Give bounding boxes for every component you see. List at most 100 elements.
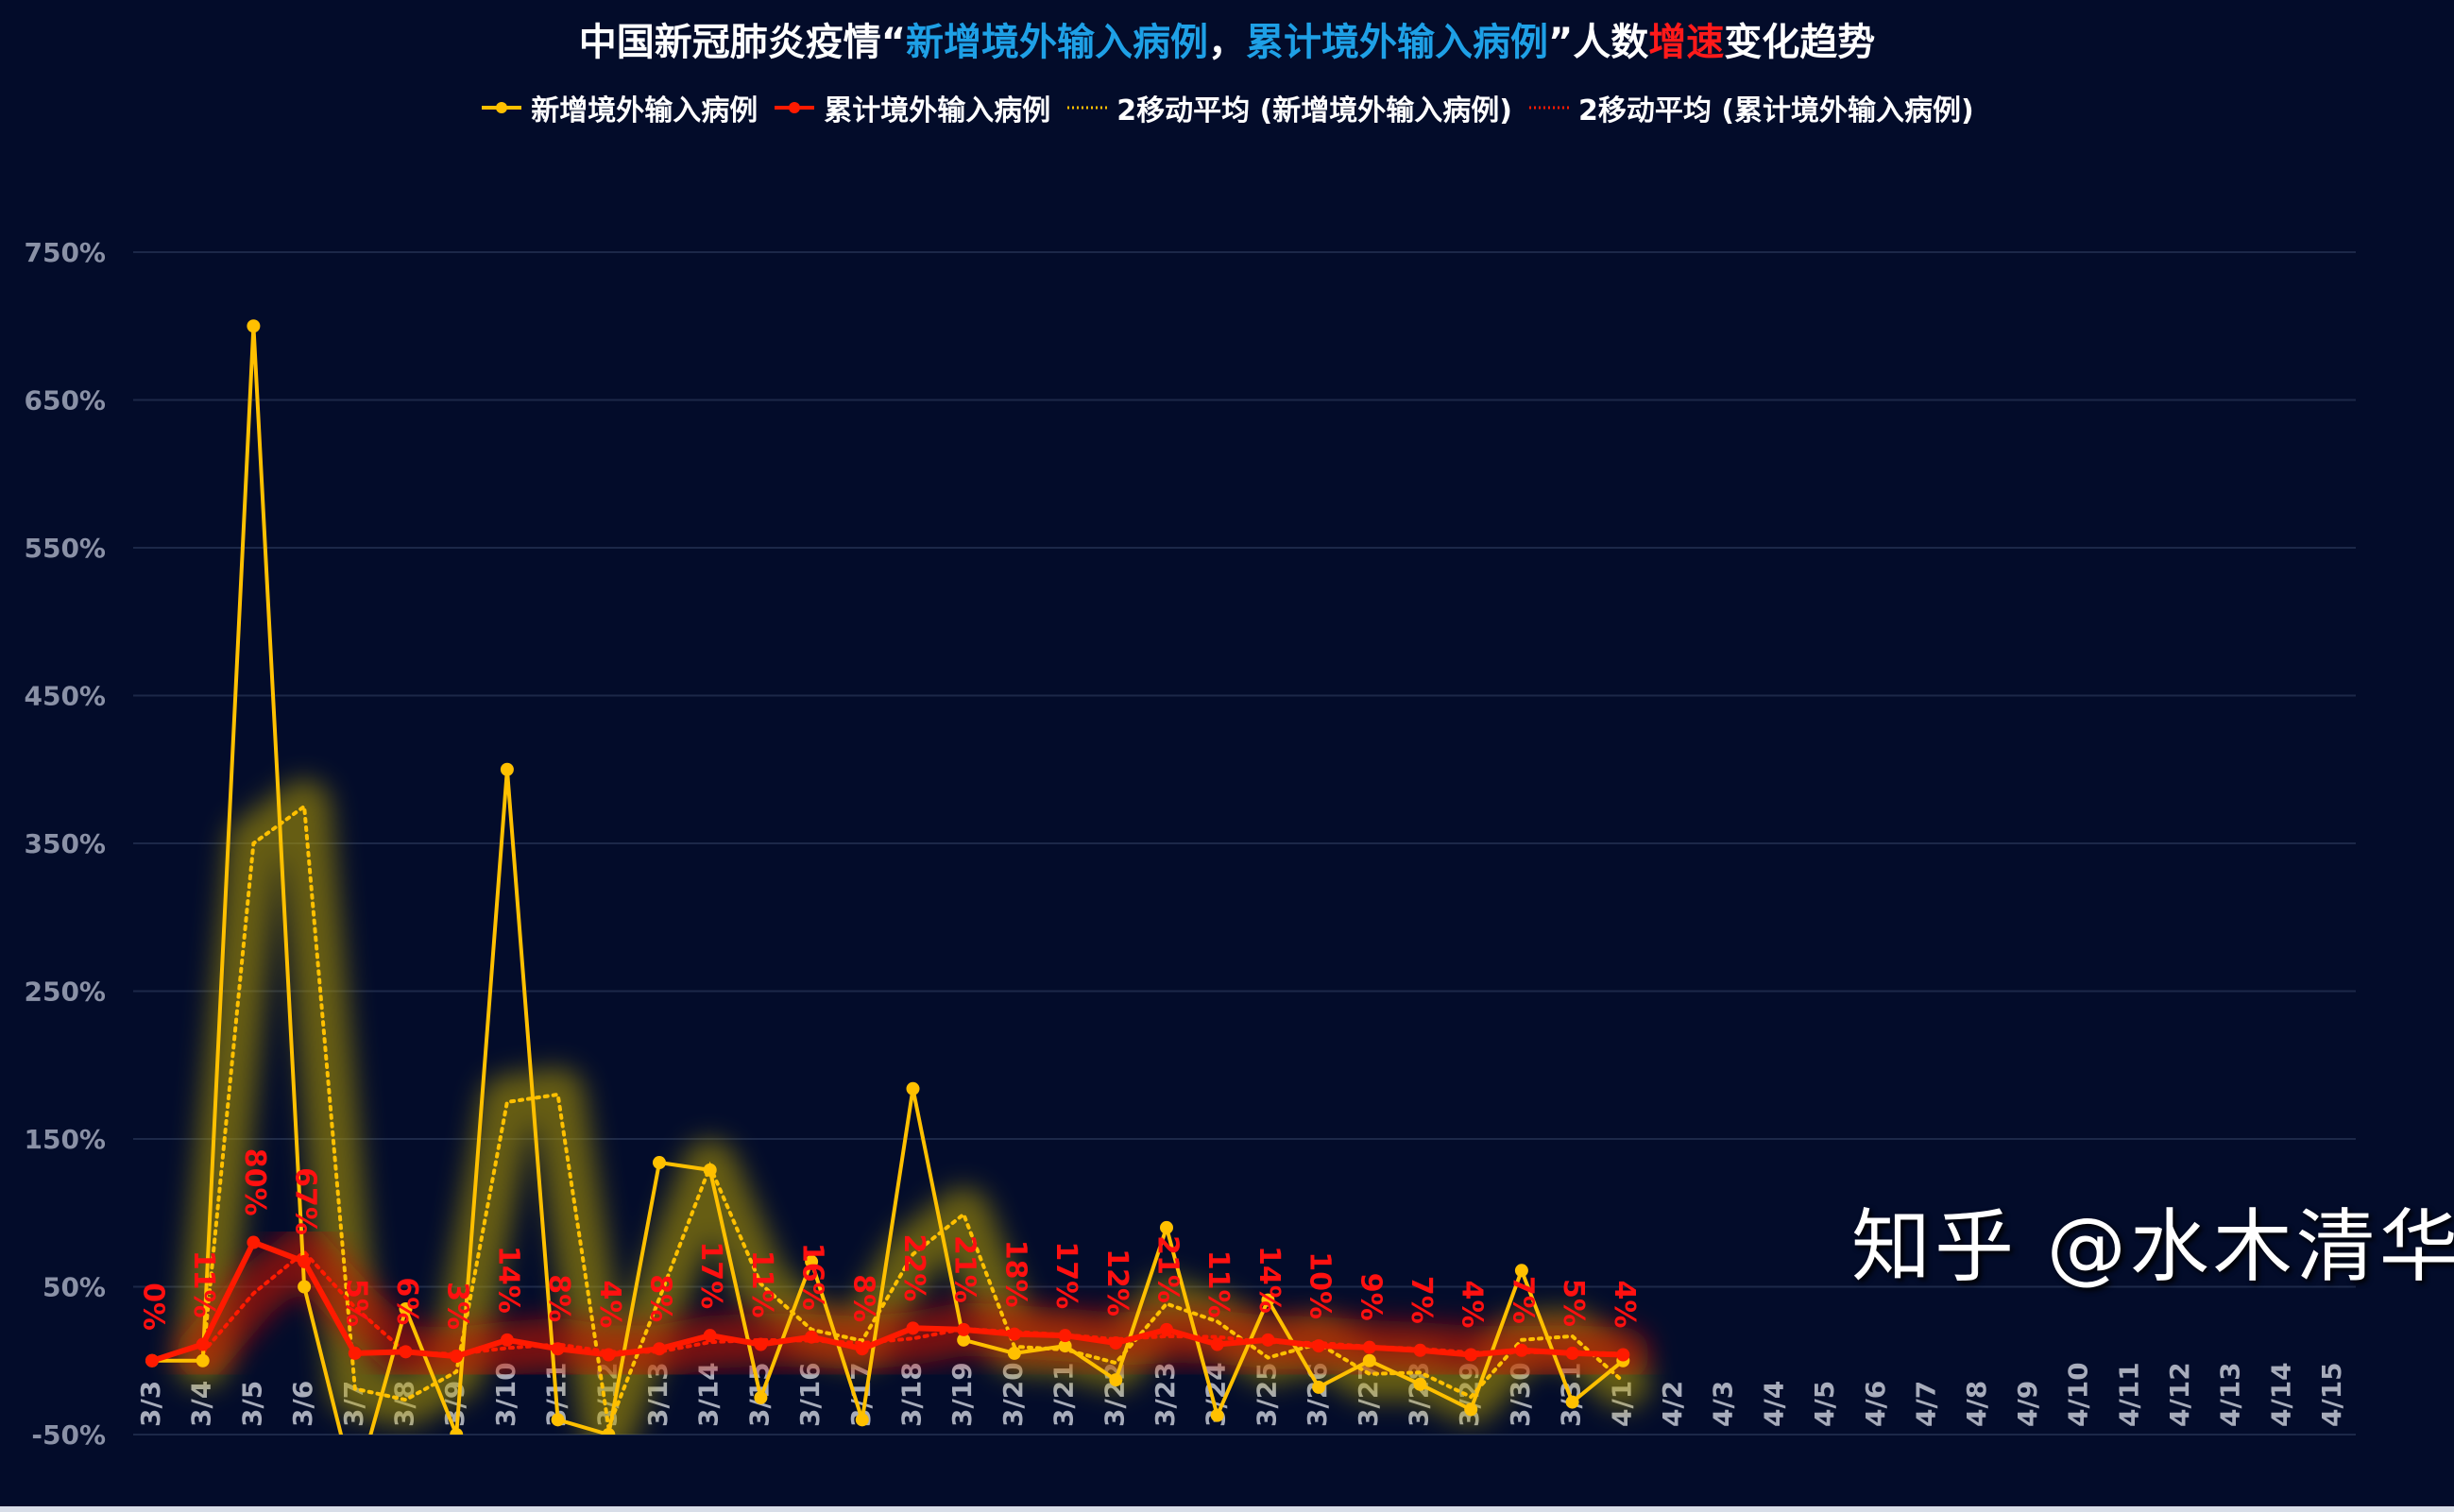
data-point [1058,1329,1072,1343]
data-point [196,1353,210,1368]
data-point [1514,1264,1528,1278]
x-tick-label: 4/8 [1961,1381,1992,1427]
y-tick-label: 550% [24,533,106,564]
x-tick-label: 3/16 [794,1362,826,1427]
data-label: 10% [1304,1251,1337,1319]
data-point [957,1333,971,1347]
data-point [855,1342,869,1356]
x-tick-label: 4/3 [1708,1381,1739,1427]
data-point [500,762,514,776]
data-point [399,1345,413,1359]
data-point [450,1350,464,1364]
data-point [1464,1402,1478,1417]
data-point [805,1254,819,1268]
y-tick-label: 50% [43,1272,106,1303]
data-label: 80% [238,1148,271,1216]
y-tick-label: 450% [24,681,106,712]
data-point [703,1329,717,1343]
data-label: 22% [897,1234,930,1302]
data-point [1413,1343,1427,1357]
x-tick-label: 4/14 [2265,1362,2296,1427]
x-tick-label: 4/15 [2316,1362,2347,1427]
data-point [500,1333,514,1347]
data-point [1160,1322,1173,1336]
x-tick-label: 4/12 [2164,1362,2195,1427]
x-tick-label: 3/14 [693,1362,724,1427]
data-point [551,1413,565,1427]
data-label: 17% [1049,1241,1082,1309]
x-tick-label: 4/6 [1860,1381,1891,1427]
data-point [1312,1339,1326,1353]
data-point [1261,1333,1275,1347]
y-tick-label: 650% [24,385,106,416]
data-point [1312,1380,1326,1394]
data-label: 11% [745,1250,778,1318]
dotted-line-icon [1067,106,1108,110]
data-point [1565,1346,1579,1360]
data-point [653,1342,666,1356]
data-point [754,1390,768,1404]
x-tick-label: 3/6 [287,1381,318,1427]
data-point [349,1484,362,1497]
title-part: 累计境外输入病例 [1246,21,1548,64]
data-point [247,1235,261,1249]
legend-label: 累计境外输入病例 [824,94,1051,127]
data-label: 21% [1151,1235,1184,1303]
data-label: 21% [948,1235,981,1303]
data-point [450,1428,464,1435]
legend-item: 2移动平均 (新增境外输入病例) [1065,87,1512,128]
data-point [1058,1339,1072,1353]
data-label: 8% [644,1274,677,1322]
data-point [906,1081,920,1096]
data-point [602,1348,616,1362]
data-point [754,1337,768,1351]
data-point [602,1428,616,1435]
watermark: 知乎 @水木清华 [1851,1200,2454,1293]
data-point [855,1413,869,1427]
data-label: 5% [1557,1279,1590,1327]
title-part: ”人数 [1548,21,1649,64]
data-point [1362,1353,1376,1368]
title-part: 增速 [1648,21,1725,64]
data-point [1007,1327,1021,1341]
data-point [957,1322,971,1336]
data-point [145,1353,159,1368]
data-point [1210,1337,1224,1351]
data-point [906,1321,920,1335]
data-label: 11% [1201,1250,1235,1318]
data-point [1616,1348,1630,1362]
data-label: 11% [187,1250,220,1318]
data-label: 12% [1100,1249,1133,1317]
data-label: 4% [593,1281,626,1329]
data-label: 7% [1405,1276,1438,1324]
legend-label: 2移动平均 (新增境外输入病例) [1116,94,1512,127]
data-point [703,1163,717,1177]
data-label: 17% [694,1241,727,1309]
data-label: 9% [1354,1273,1387,1321]
x-tick-label: 4/7 [1911,1381,1942,1427]
y-tick-label: 750% [24,237,106,268]
dotted-line-icon [1529,106,1569,110]
data-point [1261,1293,1275,1307]
x-tick-label: 4/13 [2215,1362,2246,1427]
data-label: 4% [1456,1281,1489,1329]
title-part: 变化趋势 [1724,21,1876,64]
line-marker-icon [482,102,522,113]
x-tick-label: 3/4 [186,1381,217,1427]
data-point [196,1337,210,1351]
data-point [247,319,261,333]
chart-title: 中国新冠肺炎疫情“新增境外输入病例，累计境外输入病例”人数增速变化趋势 [0,11,2454,66]
line-marker-icon [775,102,815,113]
y-tick-label: 150% [24,1124,106,1155]
data-point [1007,1346,1021,1360]
y-tick-label: -50% [31,1419,106,1451]
data-point [1413,1377,1427,1391]
data-label: 67% [289,1167,322,1235]
x-tick-label: 3/5 [236,1381,267,1427]
data-point [805,1330,819,1344]
data-label: 6% [390,1277,423,1325]
data-label: 3% [441,1282,474,1330]
data-point [551,1342,565,1356]
legend-label: 2移动平均 (累计境外输入病例) [1578,94,1974,127]
